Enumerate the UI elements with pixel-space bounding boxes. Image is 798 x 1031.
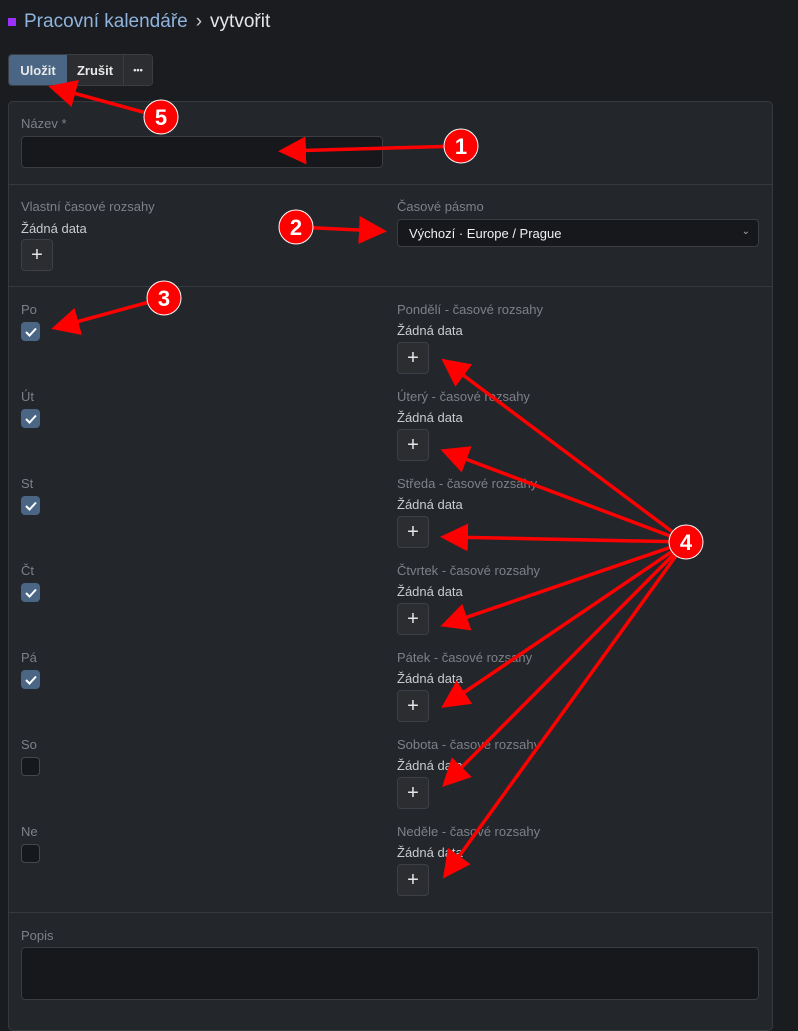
day-checkbox[interactable]: [21, 496, 40, 515]
timezone-value: Výchozí · Europe / Prague: [409, 225, 562, 241]
day-ranges-label: Čtvrtek - časové rozsahy: [397, 563, 541, 578]
day-ranges-label: Úterý - časové rozsahy: [397, 389, 530, 404]
add-day-range-button[interactable]: +: [397, 516, 429, 548]
check-icon: [24, 327, 37, 337]
description-textarea[interactable]: [21, 947, 759, 1000]
divider: [9, 912, 772, 913]
day-ranges-label: Sobota - časové rozsahy: [397, 737, 541, 752]
custom-ranges-empty: Žádná data: [21, 221, 87, 236]
add-day-range-button[interactable]: +: [397, 342, 429, 374]
day-label: Po: [21, 302, 37, 317]
timezone-select[interactable]: Výchozí · Europe / Prague ⌄: [397, 219, 759, 247]
add-day-range-button[interactable]: +: [397, 690, 429, 722]
page-title: vytvořit: [210, 11, 271, 32]
custom-ranges-label: Vlastní časové rozsahy: [21, 199, 155, 214]
breadcrumb: Pracovní kalendáře › vytvořit: [8, 11, 270, 33]
plus-icon: +: [31, 243, 43, 266]
check-icon: [24, 501, 37, 511]
day-checkbox[interactable]: [21, 322, 40, 341]
day-ranges-label: Středa - časové rozsahy: [397, 476, 538, 491]
breadcrumb-separator: ›: [195, 11, 203, 32]
chevron-down-icon: ⌄: [741, 226, 750, 237]
day-label: Pá: [21, 650, 37, 665]
add-day-range-button[interactable]: +: [397, 429, 429, 461]
day-ranges-empty: Žádná data: [397, 497, 463, 512]
day-ranges-empty: Žádná data: [397, 584, 463, 599]
cancel-button[interactable]: Zrušit: [67, 55, 124, 85]
timezone-label: Časové pásmo: [397, 199, 484, 214]
day-ranges-label: Pondělí - časové rozsahy: [397, 302, 543, 317]
day-label: Ne: [21, 824, 38, 839]
module-color-icon: [8, 18, 16, 26]
more-button[interactable]: •••: [124, 55, 152, 85]
day-checkbox[interactable]: [21, 409, 40, 428]
plus-icon: +: [407, 694, 419, 717]
day-label: St: [21, 476, 34, 491]
plus-icon: +: [407, 607, 419, 630]
day-checkbox[interactable]: [21, 844, 40, 863]
divider: [9, 286, 772, 287]
day-label: Út: [21, 389, 34, 404]
check-icon: [24, 675, 37, 685]
day-ranges-empty: Žádná data: [397, 845, 463, 860]
day-checkbox[interactable]: [21, 757, 40, 776]
save-button[interactable]: Uložit: [9, 55, 67, 85]
ellipsis-icon: •••: [133, 65, 143, 75]
day-ranges-empty: Žádná data: [397, 323, 463, 338]
day-label: So: [21, 737, 37, 752]
breadcrumb-parent-link[interactable]: Pracovní kalendáře: [24, 11, 188, 32]
day-ranges-empty: Žádná data: [397, 758, 463, 773]
description-label: Popis: [21, 928, 54, 943]
plus-icon: +: [407, 433, 419, 456]
plus-icon: +: [407, 868, 419, 891]
name-label: Název *: [21, 116, 67, 131]
check-icon: [24, 414, 37, 424]
add-day-range-button[interactable]: +: [397, 864, 429, 896]
check-icon: [24, 588, 37, 598]
toolbar: Uložit Zrušit •••: [8, 54, 153, 86]
add-day-range-button[interactable]: +: [397, 603, 429, 635]
divider: [9, 184, 772, 185]
day-ranges-empty: Žádná data: [397, 671, 463, 686]
add-day-range-button[interactable]: +: [397, 777, 429, 809]
day-ranges-label: Neděle - časové rozsahy: [397, 824, 541, 839]
add-custom-range-button[interactable]: +: [21, 239, 53, 271]
plus-icon: +: [407, 346, 419, 369]
day-label: Čt: [21, 563, 34, 578]
day-ranges-label: Pátek - časové rozsahy: [397, 650, 533, 665]
day-checkbox[interactable]: [21, 670, 40, 689]
day-checkbox[interactable]: [21, 583, 40, 602]
day-ranges-empty: Žádná data: [397, 410, 463, 425]
name-input[interactable]: [21, 136, 383, 168]
plus-icon: +: [407, 520, 419, 543]
plus-icon: +: [407, 781, 419, 804]
